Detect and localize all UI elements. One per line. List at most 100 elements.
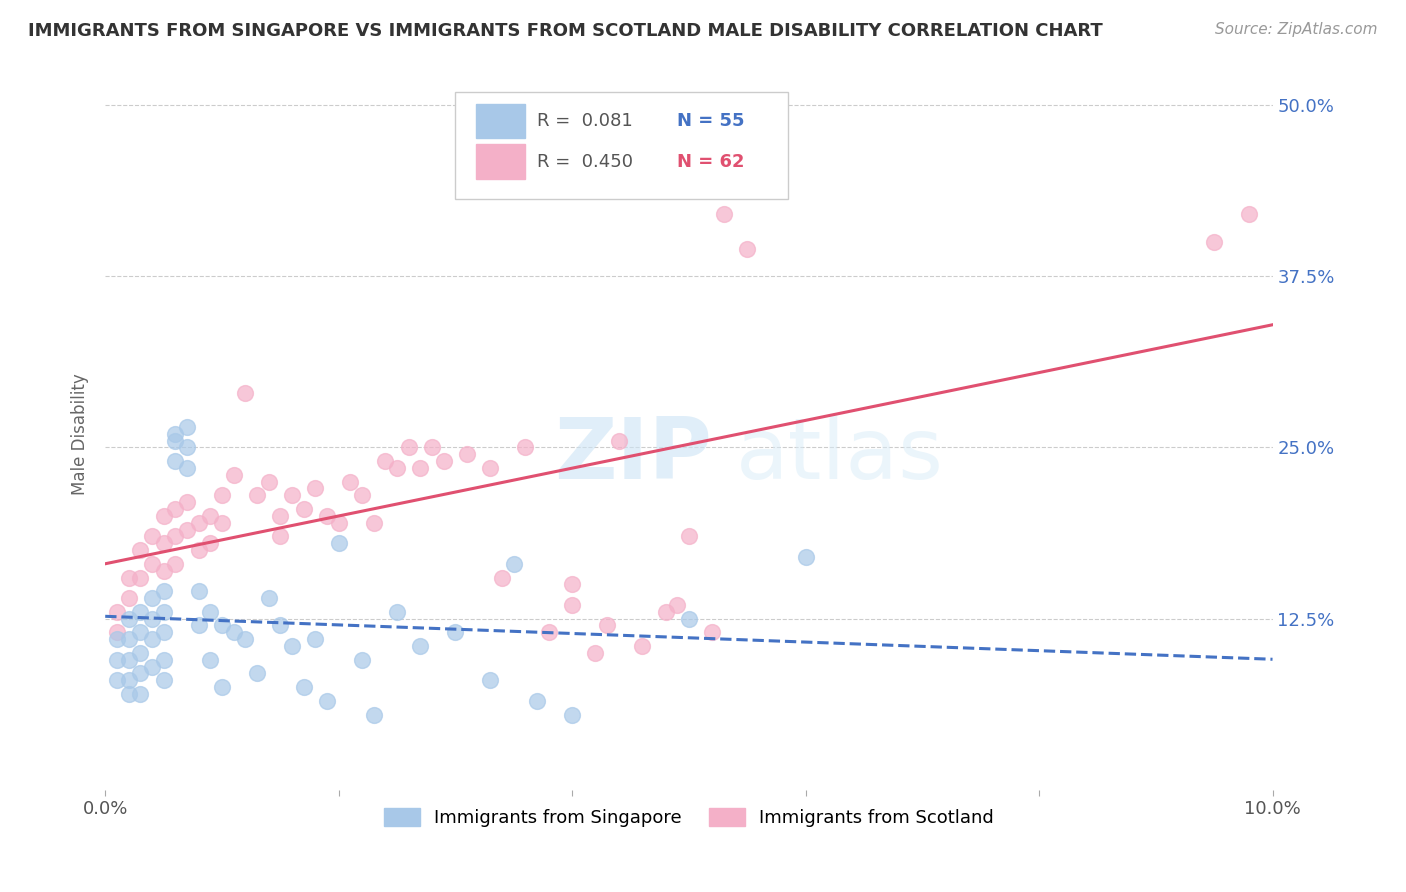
Point <box>339 475 361 489</box>
Point <box>105 625 128 640</box>
Point <box>257 591 280 606</box>
Point <box>713 207 735 221</box>
Point <box>211 516 233 530</box>
Point <box>281 488 304 502</box>
Point <box>129 687 152 701</box>
Point <box>211 488 233 502</box>
Text: Source: ZipAtlas.com: Source: ZipAtlas.com <box>1215 22 1378 37</box>
Point <box>211 680 233 694</box>
Point <box>222 467 245 482</box>
Point <box>479 673 502 688</box>
Point <box>420 441 443 455</box>
Point <box>187 584 209 599</box>
Point <box>316 694 339 708</box>
Point <box>141 659 163 673</box>
Point <box>129 625 152 640</box>
Point <box>152 536 174 550</box>
Point <box>654 605 676 619</box>
FancyBboxPatch shape <box>477 145 526 178</box>
Point <box>794 549 817 564</box>
Point <box>117 653 139 667</box>
Point <box>152 564 174 578</box>
Point <box>1204 235 1226 249</box>
Point <box>105 673 128 688</box>
Point <box>176 461 198 475</box>
Point <box>561 598 583 612</box>
Point <box>1237 207 1260 221</box>
Point <box>152 605 174 619</box>
Point <box>409 639 432 653</box>
Point <box>502 557 524 571</box>
FancyBboxPatch shape <box>456 92 789 199</box>
Point <box>117 591 139 606</box>
Point <box>200 605 222 619</box>
Point <box>759 173 782 187</box>
Point <box>328 536 350 550</box>
Point <box>456 447 478 461</box>
Y-axis label: Male Disability: Male Disability <box>72 373 89 494</box>
Text: IMMIGRANTS FROM SINGAPORE VS IMMIGRANTS FROM SCOTLAND MALE DISABILITY CORRELATIO: IMMIGRANTS FROM SINGAPORE VS IMMIGRANTS … <box>28 22 1102 40</box>
Point <box>222 625 245 640</box>
Point <box>526 694 548 708</box>
Point <box>269 618 291 632</box>
Point <box>363 516 385 530</box>
Point <box>117 570 139 584</box>
Text: N = 62: N = 62 <box>678 153 745 170</box>
Point <box>129 605 152 619</box>
Point <box>141 632 163 647</box>
Point <box>350 488 373 502</box>
Point <box>257 475 280 489</box>
Point <box>129 543 152 558</box>
Point <box>596 618 619 632</box>
Point <box>702 625 724 640</box>
Point <box>350 653 373 667</box>
Point <box>385 461 408 475</box>
Point <box>491 570 513 584</box>
Point <box>152 625 174 640</box>
Point <box>129 666 152 681</box>
Point <box>515 441 537 455</box>
Legend: Immigrants from Singapore, Immigrants from Scotland: Immigrants from Singapore, Immigrants fr… <box>377 800 1001 834</box>
Point <box>246 488 269 502</box>
FancyBboxPatch shape <box>477 103 526 138</box>
Point <box>269 529 291 543</box>
Point <box>292 502 315 516</box>
Point <box>561 707 583 722</box>
Point <box>735 242 758 256</box>
Point <box>433 454 456 468</box>
Point <box>141 529 163 543</box>
Point <box>292 680 315 694</box>
Point <box>678 529 700 543</box>
Point <box>129 646 152 660</box>
Point <box>117 673 139 688</box>
Point <box>537 625 560 640</box>
Point <box>363 707 385 722</box>
Point <box>304 632 326 647</box>
Point <box>176 523 198 537</box>
Point <box>165 557 187 571</box>
Point <box>409 461 432 475</box>
Point <box>165 529 187 543</box>
Point <box>585 646 607 660</box>
Point <box>479 461 502 475</box>
Point <box>200 653 222 667</box>
Point <box>105 632 128 647</box>
Point <box>129 570 152 584</box>
Point <box>281 639 304 653</box>
Point <box>152 584 174 599</box>
Point <box>444 625 467 640</box>
Point <box>678 612 700 626</box>
Point <box>631 639 654 653</box>
Point <box>152 508 174 523</box>
Point <box>200 508 222 523</box>
Point <box>233 385 256 400</box>
Text: R =  0.081: R = 0.081 <box>537 112 633 130</box>
Point <box>165 434 187 448</box>
Point <box>152 673 174 688</box>
Point <box>165 426 187 441</box>
Point <box>561 577 583 591</box>
Point <box>117 687 139 701</box>
Point <box>200 536 222 550</box>
Point <box>666 598 689 612</box>
Point <box>246 666 269 681</box>
